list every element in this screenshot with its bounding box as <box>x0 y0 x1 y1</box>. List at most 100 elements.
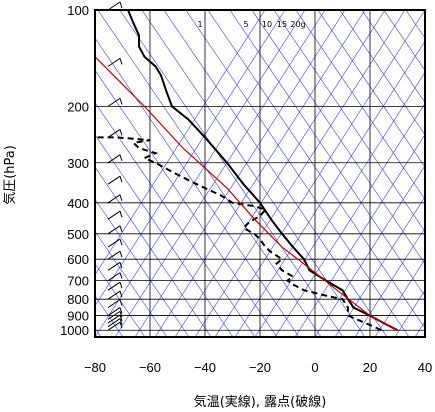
adiabat-line <box>141 10 366 337</box>
x-tick-label: −20 <box>249 360 271 375</box>
wind-barb <box>107 290 121 300</box>
mixing-ratio-label: 15 <box>277 20 287 29</box>
x-tick-label: −80 <box>84 360 106 375</box>
wind-barb-flag <box>119 314 123 322</box>
x-tick-label: 40 <box>418 360 432 375</box>
wind-barb <box>107 194 121 204</box>
y-tick-label: 800 <box>67 292 89 307</box>
isotherm-line <box>134 10 346 337</box>
y-tick-label: 500 <box>67 227 89 242</box>
x-tick-label: −40 <box>194 360 216 375</box>
y-tick-label: 700 <box>67 274 89 289</box>
wind-barb-flag <box>119 176 123 183</box>
wind-barb-flag <box>119 299 123 306</box>
wind-barb <box>107 318 121 328</box>
adiabat-line <box>95 166 212 337</box>
mixing-ratio-label: 5 <box>243 20 248 29</box>
y-tick-label: 600 <box>67 252 89 267</box>
adiabat-line <box>185 10 410 337</box>
y-tick-label: 200 <box>67 99 89 114</box>
wind-barb-flag <box>119 282 123 289</box>
wind-barb <box>107 299 121 309</box>
isotherm-line <box>95 10 286 307</box>
wind-barb-flag <box>119 194 123 201</box>
x-tick-label: 20 <box>363 360 377 375</box>
x-tick-labels: −80 −60 −40 −20 0 20 40 <box>84 360 432 375</box>
wind-barb-flag <box>119 262 123 269</box>
wind-barb-flag <box>119 238 123 246</box>
wind-barb <box>107 225 121 235</box>
wind-barb <box>107 57 121 67</box>
wind-barb <box>107 129 121 138</box>
wind-barb-flag <box>119 251 123 258</box>
isotherm-line <box>95 10 306 337</box>
mixing-ratio-labels: 1 5 10 15 20g <box>197 20 305 29</box>
wind-barb-flag <box>119 154 123 161</box>
dewpoint-line <box>95 136 382 332</box>
plot-frame <box>94 9 426 338</box>
wind-barb <box>107 238 121 248</box>
wind-barb-flag <box>119 225 123 232</box>
wind-barb-flag <box>119 98 123 105</box>
mixing-ratio-label: 1 <box>197 20 202 29</box>
adiabat-line <box>339 10 425 136</box>
mixing-ratio-label: 10 <box>262 20 272 29</box>
adiabat-line <box>405 10 425 39</box>
y-tick-label: 300 <box>67 156 89 171</box>
wind-barb-flag <box>119 307 123 314</box>
wind-barb <box>107 307 121 316</box>
x-axis-label: 気温(実線), 露点(破線) <box>194 394 327 410</box>
wind-barb <box>107 310 121 320</box>
y-tick-label: 900 <box>67 309 89 324</box>
adiabat-line <box>95 295 124 337</box>
y-tick-label: 400 <box>67 196 89 211</box>
wind-barb <box>107 210 121 220</box>
adiabat-line <box>317 10 425 168</box>
sounding-series <box>95 10 398 332</box>
wind-barb <box>107 175 121 185</box>
isotherm-line <box>95 10 266 276</box>
adiabat-line <box>361 10 425 104</box>
adiabat-line <box>95 134 234 337</box>
adiabat-line <box>163 10 388 337</box>
adiabat-line <box>95 102 256 337</box>
wind-barb-flag <box>119 211 123 218</box>
y-tick-label: 100 <box>67 3 89 18</box>
adiabat-line <box>273 10 425 233</box>
isotherm-line <box>174 10 386 337</box>
wind-barb-flag <box>119 311 123 318</box>
mixing-ratio-label: 20g <box>290 20 305 29</box>
y-axis-label: 気圧(hPa) <box>2 145 18 205</box>
wind-barb <box>107 1 121 11</box>
adiabat-line <box>383 10 425 71</box>
wind-barb <box>107 321 121 331</box>
parcel-line <box>95 56 398 331</box>
wind-barb <box>107 261 121 271</box>
isotherm-line <box>394 289 425 337</box>
wind-barb-flag <box>119 291 123 298</box>
adiabat-line <box>95 37 300 337</box>
wind-barb-flag <box>119 129 123 136</box>
wind-barb <box>107 250 121 260</box>
adiabat-line <box>251 10 425 265</box>
adiabat-line <box>207 10 425 329</box>
wind-barb-flag <box>119 318 123 325</box>
wind-barb <box>107 314 121 324</box>
wind-barb-flag <box>119 272 123 279</box>
isotherm-line <box>254 71 425 337</box>
isotherm-line <box>214 10 425 337</box>
isotherm-line <box>234 40 425 337</box>
x-tick-label: 0 <box>311 360 318 375</box>
wind-barb <box>107 97 121 107</box>
wind-barb-flag <box>119 322 123 329</box>
adiabat-line <box>295 10 425 200</box>
wind-barb <box>107 281 121 291</box>
isotherm-line <box>354 227 425 337</box>
x-tick-label: −60 <box>139 360 161 375</box>
wind-barb <box>107 272 121 282</box>
y-tick-label: 1000 <box>60 323 89 338</box>
isotherm-line <box>374 258 425 337</box>
wind-barb-flag <box>119 58 123 65</box>
